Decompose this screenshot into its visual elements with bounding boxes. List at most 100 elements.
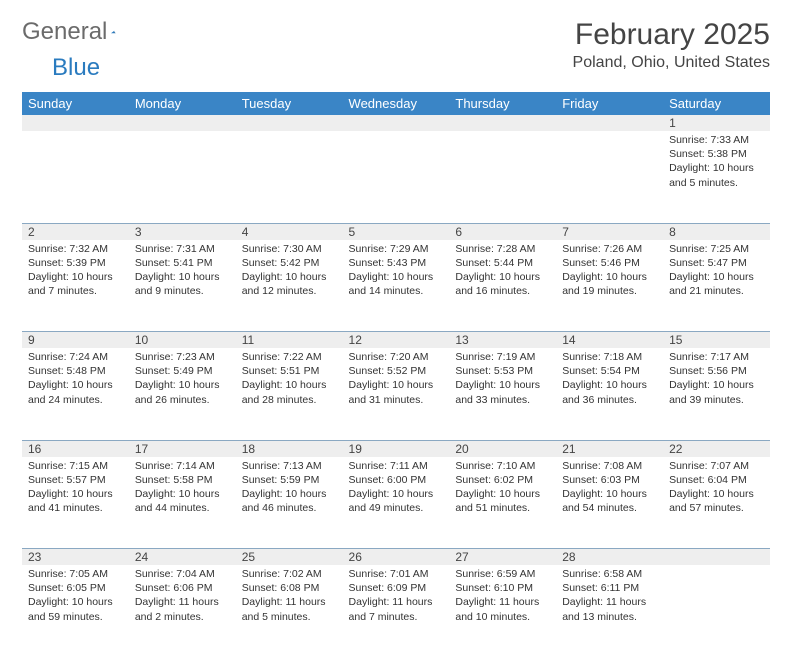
sunset-line: Sunset: 5:59 PM bbox=[242, 473, 337, 487]
daylight-line: Daylight: 10 hours and 9 minutes. bbox=[135, 270, 230, 298]
day-number-cell: 3 bbox=[129, 223, 236, 240]
sunset-line: Sunset: 5:38 PM bbox=[669, 147, 764, 161]
day-info-cell: Sunrise: 7:05 AMSunset: 6:05 PMDaylight:… bbox=[22, 565, 129, 657]
day-number-cell: 5 bbox=[343, 223, 450, 240]
logo: General bbox=[22, 18, 137, 46]
sunrise-line: Sunrise: 7:01 AM bbox=[349, 567, 444, 581]
week-info-row: Sunrise: 7:33 AMSunset: 5:38 PMDaylight:… bbox=[22, 131, 770, 223]
sunset-line: Sunset: 5:58 PM bbox=[135, 473, 230, 487]
daylight-line: Daylight: 10 hours and 14 minutes. bbox=[349, 270, 444, 298]
day-number-cell: 12 bbox=[343, 332, 450, 349]
day-number-cell: 24 bbox=[129, 549, 236, 566]
day-info-cell bbox=[663, 565, 770, 657]
sunrise-line: Sunrise: 7:07 AM bbox=[669, 459, 764, 473]
day-info-cell: Sunrise: 7:25 AMSunset: 5:47 PMDaylight:… bbox=[663, 240, 770, 332]
sunset-line: Sunset: 5:47 PM bbox=[669, 256, 764, 270]
sunrise-line: Sunrise: 7:04 AM bbox=[135, 567, 230, 581]
day-info-cell bbox=[343, 131, 450, 223]
sunrise-line: Sunrise: 7:23 AM bbox=[135, 350, 230, 364]
week-number-row: 232425262728 bbox=[22, 549, 770, 566]
day-header: Sunday bbox=[22, 92, 129, 115]
day-number-cell: 16 bbox=[22, 440, 129, 457]
day-number-cell: 15 bbox=[663, 332, 770, 349]
sunrise-line: Sunrise: 7:19 AM bbox=[455, 350, 550, 364]
sunset-line: Sunset: 6:08 PM bbox=[242, 581, 337, 595]
sunset-line: Sunset: 5:42 PM bbox=[242, 256, 337, 270]
day-info-cell: Sunrise: 7:17 AMSunset: 5:56 PMDaylight:… bbox=[663, 348, 770, 440]
week-number-row: 2345678 bbox=[22, 223, 770, 240]
daylight-line: Daylight: 10 hours and 31 minutes. bbox=[349, 378, 444, 406]
sunset-line: Sunset: 6:04 PM bbox=[669, 473, 764, 487]
sunset-line: Sunset: 6:06 PM bbox=[135, 581, 230, 595]
day-header: Thursday bbox=[449, 92, 556, 115]
day-info-cell: Sunrise: 7:10 AMSunset: 6:02 PMDaylight:… bbox=[449, 457, 556, 549]
day-number-cell: 14 bbox=[556, 332, 663, 349]
sunrise-line: Sunrise: 7:02 AM bbox=[242, 567, 337, 581]
sunrise-line: Sunrise: 7:05 AM bbox=[28, 567, 123, 581]
daylight-line: Daylight: 10 hours and 57 minutes. bbox=[669, 487, 764, 515]
day-number-cell: 9 bbox=[22, 332, 129, 349]
daylight-line: Daylight: 10 hours and 21 minutes. bbox=[669, 270, 764, 298]
day-number-cell: 11 bbox=[236, 332, 343, 349]
sunset-line: Sunset: 6:09 PM bbox=[349, 581, 444, 595]
day-info-cell: Sunrise: 7:02 AMSunset: 6:08 PMDaylight:… bbox=[236, 565, 343, 657]
location: Poland, Ohio, United States bbox=[573, 54, 770, 72]
sunrise-line: Sunrise: 7:17 AM bbox=[669, 350, 764, 364]
day-info-cell: Sunrise: 7:28 AMSunset: 5:44 PMDaylight:… bbox=[449, 240, 556, 332]
sunset-line: Sunset: 5:46 PM bbox=[562, 256, 657, 270]
sunrise-line: Sunrise: 7:11 AM bbox=[349, 459, 444, 473]
day-info-cell: Sunrise: 7:18 AMSunset: 5:54 PMDaylight:… bbox=[556, 348, 663, 440]
day-header: Wednesday bbox=[343, 92, 450, 115]
sunset-line: Sunset: 5:54 PM bbox=[562, 364, 657, 378]
daylight-line: Daylight: 10 hours and 12 minutes. bbox=[242, 270, 337, 298]
day-number-cell: 19 bbox=[343, 440, 450, 457]
daylight-line: Daylight: 10 hours and 41 minutes. bbox=[28, 487, 123, 515]
day-number-cell: 27 bbox=[449, 549, 556, 566]
day-number-cell: 26 bbox=[343, 549, 450, 566]
day-number-cell: 23 bbox=[22, 549, 129, 566]
sunset-line: Sunset: 5:51 PM bbox=[242, 364, 337, 378]
day-info-cell: Sunrise: 7:19 AMSunset: 5:53 PMDaylight:… bbox=[449, 348, 556, 440]
sunset-line: Sunset: 5:48 PM bbox=[28, 364, 123, 378]
sunset-line: Sunset: 5:41 PM bbox=[135, 256, 230, 270]
daylight-line: Daylight: 10 hours and 49 minutes. bbox=[349, 487, 444, 515]
daylight-line: Daylight: 11 hours and 10 minutes. bbox=[455, 595, 550, 623]
day-info-cell: Sunrise: 7:13 AMSunset: 5:59 PMDaylight:… bbox=[236, 457, 343, 549]
sunset-line: Sunset: 5:56 PM bbox=[669, 364, 764, 378]
day-info-cell: Sunrise: 7:24 AMSunset: 5:48 PMDaylight:… bbox=[22, 348, 129, 440]
sunset-line: Sunset: 6:05 PM bbox=[28, 581, 123, 595]
daylight-line: Daylight: 10 hours and 33 minutes. bbox=[455, 378, 550, 406]
daylight-line: Daylight: 11 hours and 13 minutes. bbox=[562, 595, 657, 623]
sunrise-line: Sunrise: 7:33 AM bbox=[669, 133, 764, 147]
day-info-cell: Sunrise: 7:01 AMSunset: 6:09 PMDaylight:… bbox=[343, 565, 450, 657]
daylight-line: Daylight: 10 hours and 19 minutes. bbox=[562, 270, 657, 298]
title-block: February 2025 Poland, Ohio, United State… bbox=[573, 18, 770, 72]
day-number-cell: 4 bbox=[236, 223, 343, 240]
day-number-cell: 22 bbox=[663, 440, 770, 457]
week-info-row: Sunrise: 7:15 AMSunset: 5:57 PMDaylight:… bbox=[22, 457, 770, 549]
day-info-cell bbox=[22, 131, 129, 223]
day-info-cell: Sunrise: 7:14 AMSunset: 5:58 PMDaylight:… bbox=[129, 457, 236, 549]
sunrise-line: Sunrise: 7:18 AM bbox=[562, 350, 657, 364]
daylight-line: Daylight: 11 hours and 7 minutes. bbox=[349, 595, 444, 623]
day-number-cell bbox=[236, 115, 343, 131]
sunrise-line: Sunrise: 7:26 AM bbox=[562, 242, 657, 256]
daylight-line: Daylight: 10 hours and 26 minutes. bbox=[135, 378, 230, 406]
day-info-cell: Sunrise: 6:59 AMSunset: 6:10 PMDaylight:… bbox=[449, 565, 556, 657]
day-number-cell: 6 bbox=[449, 223, 556, 240]
sunset-line: Sunset: 5:44 PM bbox=[455, 256, 550, 270]
sunset-line: Sunset: 6:02 PM bbox=[455, 473, 550, 487]
sunrise-line: Sunrise: 7:14 AM bbox=[135, 459, 230, 473]
week-number-row: 9101112131415 bbox=[22, 332, 770, 349]
day-info-cell: Sunrise: 7:07 AMSunset: 6:04 PMDaylight:… bbox=[663, 457, 770, 549]
daylight-line: Daylight: 10 hours and 51 minutes. bbox=[455, 487, 550, 515]
sunset-line: Sunset: 5:53 PM bbox=[455, 364, 550, 378]
day-info-cell: Sunrise: 7:20 AMSunset: 5:52 PMDaylight:… bbox=[343, 348, 450, 440]
day-header: Friday bbox=[556, 92, 663, 115]
daylight-line: Daylight: 10 hours and 24 minutes. bbox=[28, 378, 123, 406]
day-info-cell: Sunrise: 7:23 AMSunset: 5:49 PMDaylight:… bbox=[129, 348, 236, 440]
day-number-cell: 21 bbox=[556, 440, 663, 457]
sunrise-line: Sunrise: 6:58 AM bbox=[562, 567, 657, 581]
day-number-cell: 17 bbox=[129, 440, 236, 457]
sunset-line: Sunset: 5:57 PM bbox=[28, 473, 123, 487]
